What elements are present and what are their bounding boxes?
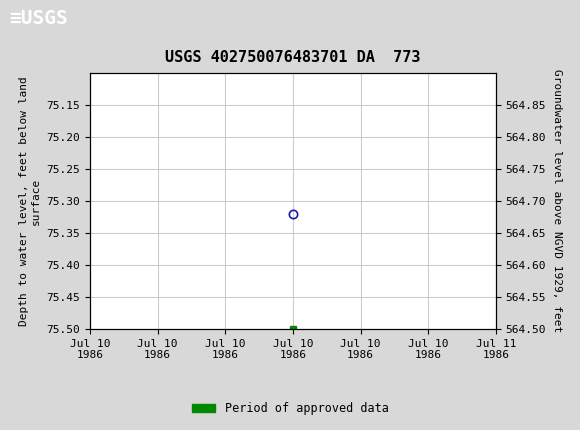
Title: USGS 402750076483701 DA  773: USGS 402750076483701 DA 773 [165,50,420,65]
Text: ≡USGS: ≡USGS [9,9,67,28]
Y-axis label: Groundwater level above NGVD 1929, feet: Groundwater level above NGVD 1929, feet [552,69,561,333]
Y-axis label: Depth to water level, feet below land
surface: Depth to water level, feet below land su… [19,76,41,326]
Legend: Period of approved data: Period of approved data [187,397,393,420]
